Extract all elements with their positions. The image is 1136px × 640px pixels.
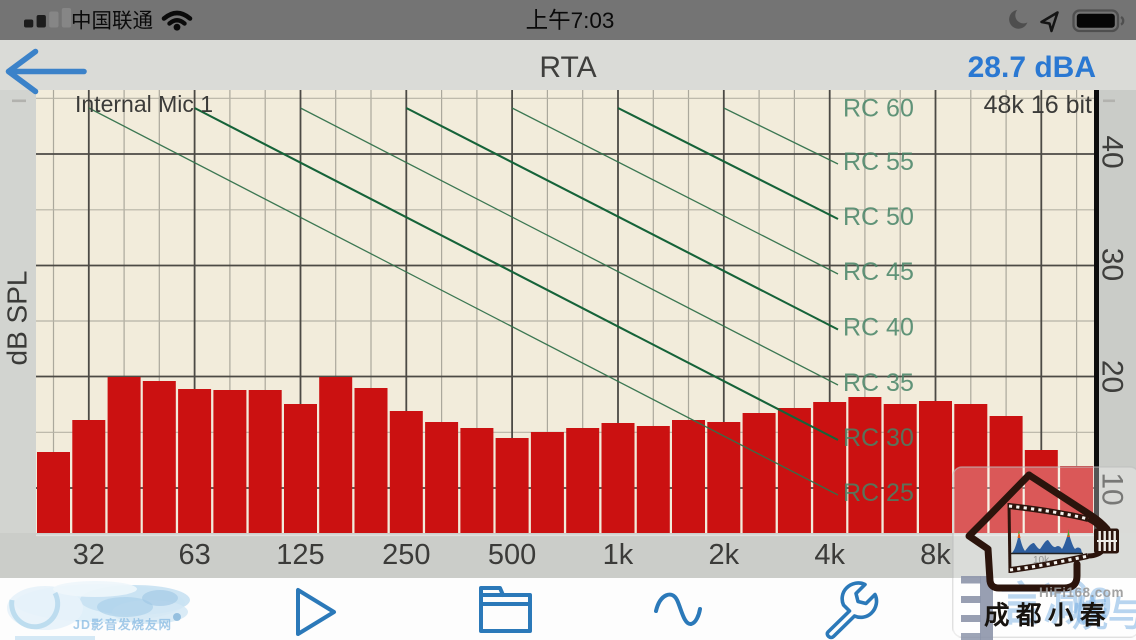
svg-text:dB SPL: dB SPL xyxy=(2,271,33,366)
svg-text:10k: 10k xyxy=(1033,555,1050,566)
svg-text:烧与: 烧与 xyxy=(1072,593,1136,634)
svg-text:RC 45: RC 45 xyxy=(843,258,914,286)
svg-text:上午7:03: 上午7:03 xyxy=(526,8,615,33)
svg-text:500: 500 xyxy=(488,539,536,571)
svg-text:40: 40 xyxy=(1096,135,1129,168)
svg-text:30: 30 xyxy=(1096,248,1129,281)
svg-text:63: 63 xyxy=(178,539,210,571)
svg-text:Internal Mic 1: Internal Mic 1 xyxy=(75,91,213,117)
svg-text:RC 40: RC 40 xyxy=(843,314,914,342)
svg-text:HiFi168.com: HiFi168.com xyxy=(1039,585,1124,600)
svg-text:成都小春: 成都小春 xyxy=(984,601,1112,630)
svg-text:RC 55: RC 55 xyxy=(843,148,914,176)
svg-text:2k: 2k xyxy=(708,539,739,571)
svg-text:RC 60: RC 60 xyxy=(843,95,914,123)
svg-text:1k: 1k xyxy=(603,539,634,571)
svg-text:4k: 4k xyxy=(814,539,845,571)
svg-text:RC 30: RC 30 xyxy=(843,424,914,452)
svg-text:48k 16 bit: 48k 16 bit xyxy=(984,91,1092,119)
svg-text:32: 32 xyxy=(73,539,105,571)
svg-text:JD影音发烧友网: JD影音发烧友网 xyxy=(73,617,172,632)
svg-text:8k: 8k xyxy=(920,539,951,571)
svg-text:RC 50: RC 50 xyxy=(843,203,914,231)
svg-text:20: 20 xyxy=(1096,360,1129,393)
svg-text:RTA: RTA xyxy=(539,51,596,84)
svg-text:125: 125 xyxy=(276,539,324,571)
svg-text:中国联通: 中国联通 xyxy=(71,10,153,33)
svg-text:RC 35: RC 35 xyxy=(843,369,914,397)
svg-text:10: 10 xyxy=(1096,472,1129,505)
svg-text:28.7 dBA: 28.7 dBA xyxy=(968,51,1096,84)
svg-text:RC 25: RC 25 xyxy=(843,479,914,507)
svg-text:250: 250 xyxy=(382,539,430,571)
